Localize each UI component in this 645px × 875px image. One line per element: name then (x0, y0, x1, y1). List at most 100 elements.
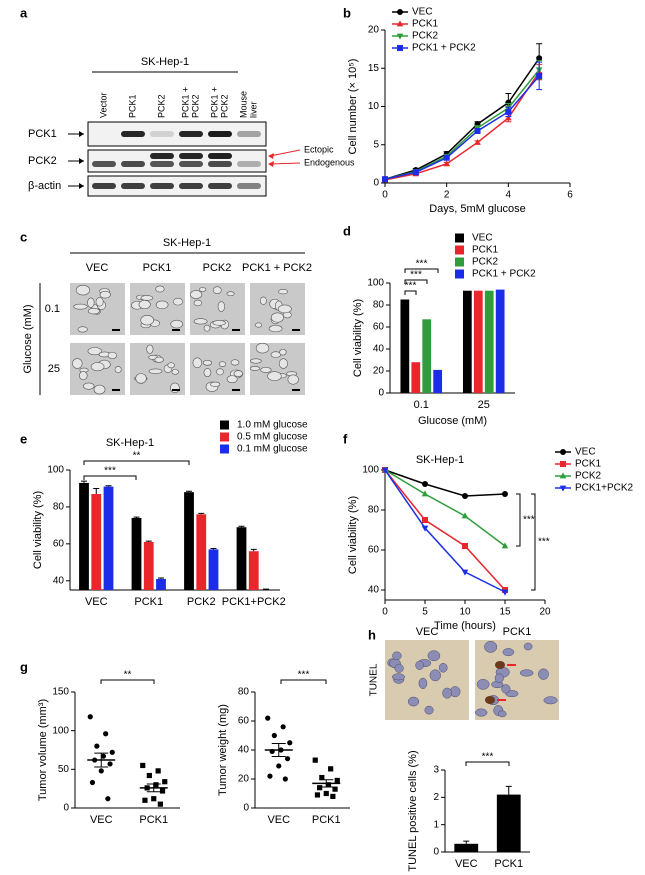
blot-band (208, 131, 232, 137)
marker (140, 762, 146, 769)
nucleus (392, 651, 402, 661)
y-axis-label: Tumor weight (mg) (217, 704, 229, 796)
apoptotic-cell (495, 661, 505, 669)
cell-shape (155, 300, 169, 310)
x-tick-label: VEC (90, 814, 113, 826)
bracket (83, 460, 190, 465)
bracket (516, 493, 521, 547)
cell-shape (75, 284, 90, 296)
marker (462, 543, 468, 549)
marker (282, 776, 288, 782)
nucleus (391, 673, 405, 681)
blot-band (92, 183, 116, 189)
bar (208, 549, 219, 590)
blot-band (179, 153, 203, 159)
legend-label: PCK1+PCK2 (575, 483, 634, 494)
marker (559, 472, 567, 479)
bar (400, 299, 410, 393)
cell-shape (278, 358, 288, 369)
sem-bar (319, 779, 334, 788)
y-tick-label: 2 (433, 792, 439, 803)
column-label: VEC (416, 626, 439, 638)
blot-band (237, 161, 261, 167)
bracket (404, 268, 439, 273)
marker (323, 790, 329, 797)
legend-swatch (455, 233, 464, 243)
x-tick-label: PCK1 (312, 814, 341, 826)
legend-label: VEC (575, 447, 596, 458)
cell-shape (99, 290, 111, 299)
marker (382, 176, 388, 183)
chart-title: SK-Hep-1 (106, 437, 154, 449)
marker (505, 108, 512, 115)
x-tick-label: PCK1 (139, 814, 168, 826)
bar (196, 514, 207, 590)
sem-bar (146, 783, 161, 793)
panel-label: d (343, 223, 351, 238)
cell-shape (287, 374, 299, 385)
cell-shape (259, 296, 267, 305)
annotation: *** (523, 515, 535, 526)
legend-label: VEC (472, 233, 493, 244)
y-tick-label: 150 (52, 687, 69, 698)
cell-shape (277, 304, 292, 314)
annotation: *** (482, 752, 494, 763)
x-axis-label: Time (hours) (434, 620, 496, 632)
legend-swatch (455, 245, 464, 255)
marker (505, 99, 512, 106)
marker (443, 160, 450, 167)
annotation: *** (416, 259, 428, 270)
marker (265, 715, 271, 721)
blot-band (150, 161, 174, 167)
cell-shape (217, 301, 226, 312)
nucleus (543, 696, 558, 705)
bar (103, 486, 114, 590)
cell-shape (171, 369, 179, 375)
cell-shape (270, 312, 284, 323)
cell-shape (226, 291, 235, 297)
nucleus (407, 696, 420, 707)
y-tick-label: 0 (433, 847, 439, 858)
y-tick-label: 80 (53, 502, 65, 513)
marker (559, 485, 567, 492)
marker (421, 525, 429, 532)
cell-shape (249, 366, 261, 371)
marker (461, 569, 469, 576)
error-bar (210, 547, 217, 550)
blot-band (121, 131, 145, 137)
y-tick-label: 80 (368, 505, 380, 516)
marker (271, 732, 277, 739)
bar (236, 527, 247, 590)
cell-shape (255, 342, 270, 354)
legend-label: PCK2 (472, 257, 499, 268)
lane-label: PCK2 (156, 94, 166, 118)
y-tick-label: 15 (368, 63, 380, 74)
legend-label: 1.0 mM glucose (237, 420, 308, 431)
bar (462, 290, 472, 393)
cell-shape (260, 366, 272, 373)
cell-shape (155, 285, 165, 293)
x-tick-label: VEC (455, 858, 478, 870)
x-tick-label: 15 (499, 607, 511, 618)
nucleus (484, 641, 498, 653)
legend-swatch (220, 444, 229, 454)
bar (473, 290, 483, 393)
marker (536, 55, 543, 62)
bar (422, 319, 432, 393)
column-label: PCK1 (503, 626, 532, 638)
cell-shape (250, 358, 262, 364)
marker (276, 763, 282, 769)
cell-shape (146, 344, 154, 354)
marker (87, 714, 93, 720)
cell-shape (254, 322, 263, 328)
annotation: ** (133, 451, 141, 462)
blot-row-label: PCK1 (28, 128, 57, 140)
marker (153, 782, 159, 788)
y-tick-label: 5 (373, 139, 379, 150)
sem-bar (94, 752, 109, 768)
blot-band (150, 183, 174, 189)
error-bar (505, 785, 512, 795)
legend-label: VEC (412, 7, 433, 18)
marker (421, 490, 429, 497)
